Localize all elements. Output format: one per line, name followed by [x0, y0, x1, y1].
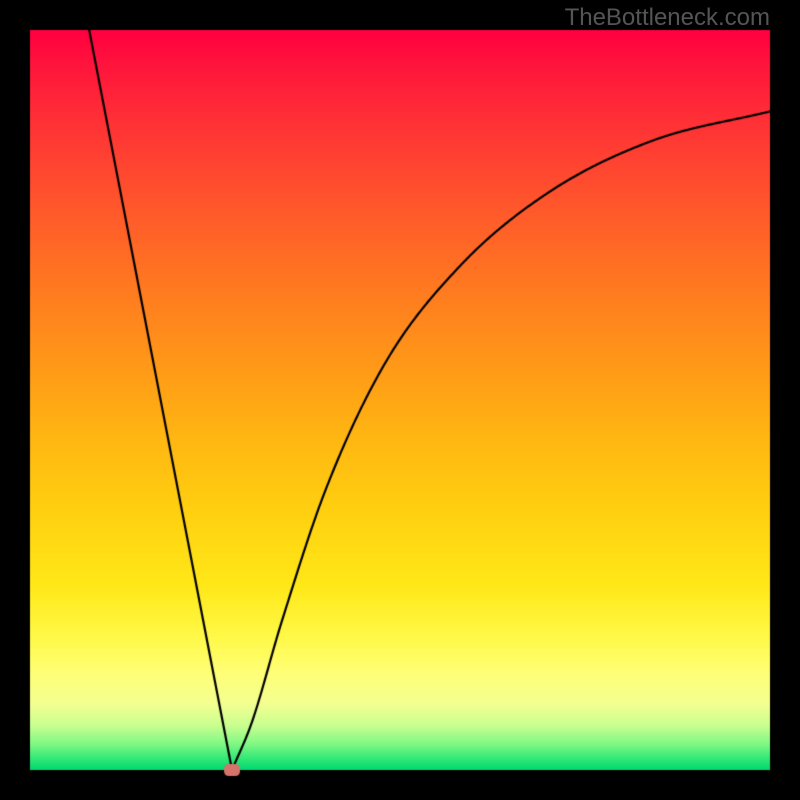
- chart-stage: TheBottleneck.com: [0, 0, 800, 800]
- chart-canvas: [0, 0, 800, 800]
